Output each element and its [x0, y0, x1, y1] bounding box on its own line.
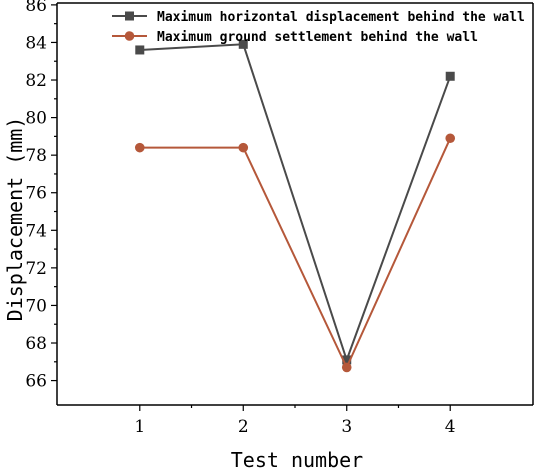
data-point	[445, 133, 456, 144]
x-axis-title: Test number	[231, 448, 363, 471]
legend-entry-1: Maximum horizontal displacement behind t…	[112, 10, 525, 25]
series-line	[139, 137, 452, 370]
series-layer	[134, 39, 456, 373]
legend: Maximum horizontal displacement behind t…	[112, 10, 525, 45]
series-line	[139, 43, 452, 363]
x-tick-label: 3	[341, 417, 352, 437]
data-point	[341, 362, 352, 373]
legend-label: Maximum ground settlement behind the wal…	[157, 30, 478, 45]
y-tick-label: 78	[25, 146, 47, 166]
y-tick-label: 68	[25, 334, 47, 354]
y-tick-label: 84	[25, 33, 47, 53]
x-tick-label: 4	[445, 417, 456, 437]
y-tick-label: 82	[25, 71, 47, 91]
y-tick-label: 80	[25, 109, 47, 129]
legend-label: Maximum horizontal displacement behind t…	[157, 10, 525, 25]
data-point	[445, 71, 455, 81]
y-tick-label: 70	[25, 296, 47, 316]
legend-marker	[124, 31, 135, 41]
data-point	[134, 142, 145, 153]
data-point	[342, 355, 352, 365]
data-point	[238, 39, 248, 49]
y-tick-label: 86	[25, 0, 47, 16]
legend-marker	[125, 11, 134, 21]
y-tick-label: 72	[25, 259, 47, 279]
x-tick-label: 2	[238, 417, 249, 437]
data-point	[135, 45, 145, 55]
y-tick-label: 66	[25, 372, 47, 392]
y-tick-label: 74	[25, 221, 47, 241]
axes-layer: 66 68 70 72 74 76 78 80 82 84 86 1 2 3 4	[25, 0, 534, 437]
x-tick-label: 1	[134, 417, 145, 437]
series-2	[134, 133, 456, 373]
y-tick-label: 76	[25, 184, 47, 204]
legend-entry-2: Maximum ground settlement behind the wal…	[112, 30, 478, 45]
series-1	[135, 39, 455, 365]
data-point	[238, 142, 249, 153]
y-axis-title: Displacement (mm)	[3, 117, 27, 322]
